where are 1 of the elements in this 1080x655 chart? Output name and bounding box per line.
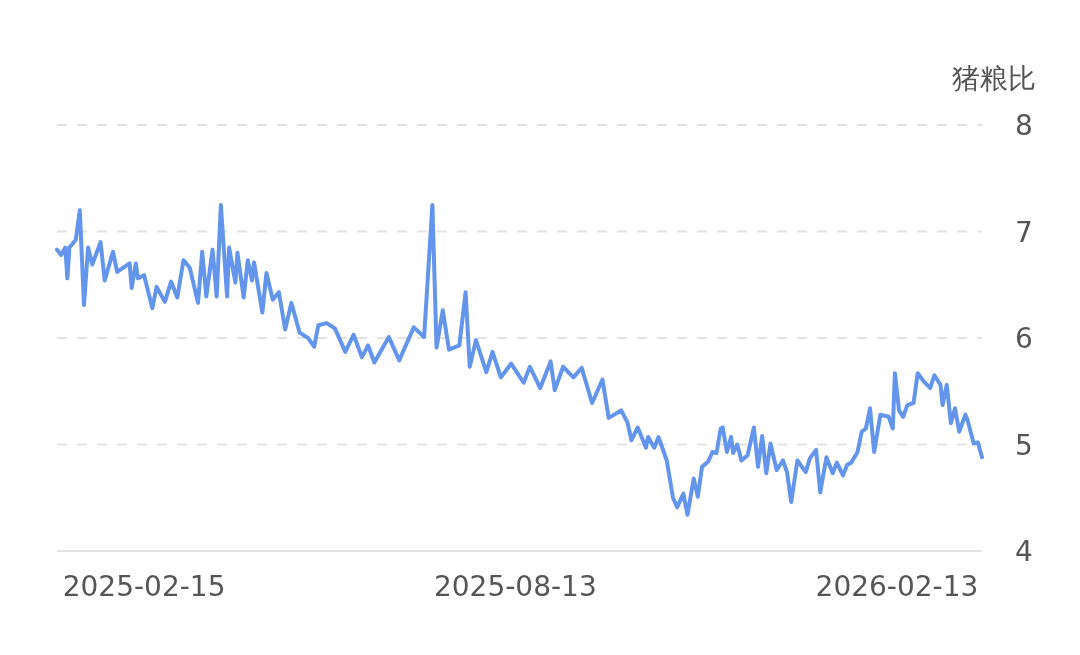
ylabel: 猪粮比 [952, 62, 1036, 95]
